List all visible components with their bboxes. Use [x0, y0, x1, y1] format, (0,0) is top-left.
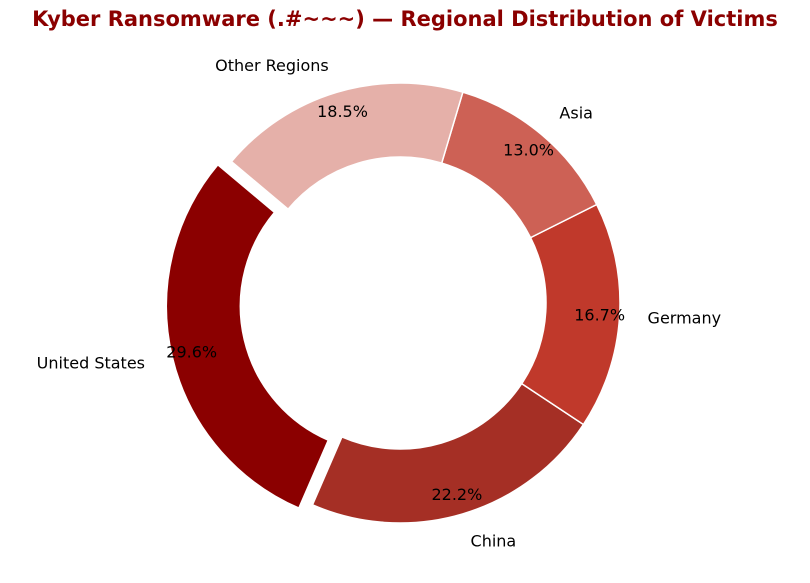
percent-label-china: 22.2% [431, 485, 482, 504]
percent-label-other-regions: 18.5% [317, 102, 368, 121]
slice-other-regions [230, 82, 464, 211]
category-label-china: China [471, 531, 517, 550]
percent-label-united-states: 29.6% [166, 343, 217, 362]
chart-title: Kyber Ransomware (.#~~~) — Regional Dist… [32, 7, 778, 31]
percent-label-germany: 16.7% [574, 306, 625, 325]
category-label-other-regions: Other Regions [215, 56, 329, 75]
category-label-germany: Germany [648, 308, 722, 327]
slice-united-states [165, 163, 330, 510]
category-label-asia: Asia [559, 104, 593, 123]
donut-slices [165, 82, 621, 524]
category-label-united-states: United States [37, 354, 145, 373]
slice-labels: 29.6% United States 22.2% China 16.7% Germany… [37, 56, 721, 550]
percent-label-asia: 13.0% [503, 140, 554, 159]
